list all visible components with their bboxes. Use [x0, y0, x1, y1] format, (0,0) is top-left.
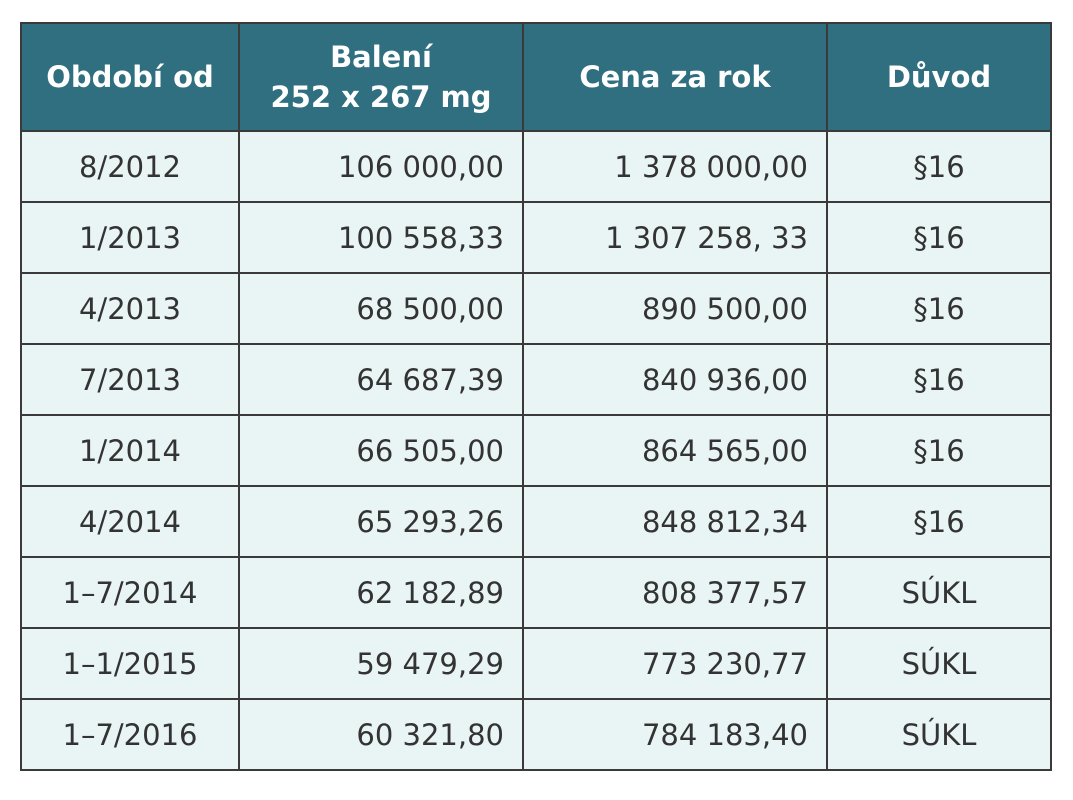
- header-cell: Cena za rok: [522, 22, 828, 132]
- table-cell: 100 558,33: [238, 201, 524, 274]
- table-cell: 64 687,39: [238, 343, 524, 416]
- header-text: Cena za rok: [579, 60, 771, 94]
- table-cell: 1 378 000,00: [522, 130, 828, 203]
- table-cell: §16: [826, 272, 1052, 345]
- header-text: Důvod: [886, 60, 992, 94]
- table-cell: SÚKL: [826, 698, 1052, 771]
- table-row: 4/2014 65 293,26 848 812,34 §16: [20, 485, 1052, 558]
- header-text: Balení: [330, 40, 432, 74]
- table-row: 4/2013 68 500,00 890 500,00 §16: [20, 272, 1052, 345]
- header-cell: Balení 252 x 267 mg: [238, 22, 524, 132]
- table-cell: 1 307 258, 33: [522, 201, 828, 274]
- table-cell: 4/2013: [20, 272, 240, 345]
- table-cell: 1–7/2016: [20, 698, 240, 771]
- table-cell: 1–7/2014: [20, 556, 240, 629]
- price-table: Období od Balení 252 x 267 mg Cena za rok Dů…: [20, 22, 1052, 771]
- table-cell: §16: [826, 414, 1052, 487]
- table-cell: 864 565,00: [522, 414, 828, 487]
- table-cell: §16: [826, 343, 1052, 416]
- table-cell: 773 230,77: [522, 627, 828, 700]
- table-cell: 8/2012: [20, 130, 240, 203]
- table-cell: 7/2013: [20, 343, 240, 416]
- table-cell: §16: [826, 130, 1052, 203]
- table-row: 7/2013 64 687,39 840 936,00 §16: [20, 343, 1052, 416]
- table-cell: 106 000,00: [238, 130, 524, 203]
- table-cell: 784 183,40: [522, 698, 828, 771]
- table-cell: 1/2013: [20, 201, 240, 274]
- header-text: 252 x 267 mg: [270, 80, 492, 114]
- header-cell: Období od: [20, 22, 240, 132]
- table-cell: 1/2014: [20, 414, 240, 487]
- table-cell: §16: [826, 201, 1052, 274]
- table-body: 8/2012 106 000,00 1 378 000,00 §16 1/2013 100…: [20, 130, 1052, 771]
- table-row: 1–7/2016 60 321,80 784 183,40 SÚKL: [20, 698, 1052, 771]
- table-row: 1/2013 100 558,33 1 307 258, 33 §16: [20, 201, 1052, 274]
- table-row: 1–1/2015 59 479,29 773 230,77 SÚKL: [20, 627, 1052, 700]
- table-cell: 62 182,89: [238, 556, 524, 629]
- table-cell: 66 505,00: [238, 414, 524, 487]
- table-row: 1–7/2014 62 182,89 808 377,57 SÚKL: [20, 556, 1052, 629]
- header-row: Období od Balení 252 x 267 mg Cena za rok Dů…: [20, 22, 1052, 132]
- table-cell: 808 377,57: [522, 556, 828, 629]
- table-cell: 840 936,00: [522, 343, 828, 416]
- table-cell: 848 812,34: [522, 485, 828, 558]
- table-cell: 1–1/2015: [20, 627, 240, 700]
- table-container: Období od Balení 252 x 267 mg Cena za rok Dů…: [20, 22, 1052, 771]
- table-row: 8/2012 106 000,00 1 378 000,00 §16: [20, 130, 1052, 203]
- table-cell: 60 321,80: [238, 698, 524, 771]
- table-cell: §16: [826, 485, 1052, 558]
- table-cell: 890 500,00: [522, 272, 828, 345]
- table-cell: SÚKL: [826, 627, 1052, 700]
- table-cell: 59 479,29: [238, 627, 524, 700]
- table-cell: 68 500,00: [238, 272, 524, 345]
- table-row: 1/2014 66 505,00 864 565,00 §16: [20, 414, 1052, 487]
- table-cell: 4/2014: [20, 485, 240, 558]
- table-cell: SÚKL: [826, 556, 1052, 629]
- table-cell: 65 293,26: [238, 485, 524, 558]
- header-cell: Důvod: [826, 22, 1052, 132]
- header-text: Období od: [46, 60, 214, 94]
